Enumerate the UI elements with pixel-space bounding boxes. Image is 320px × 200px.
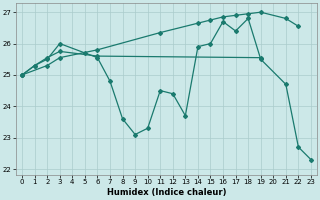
- X-axis label: Humidex (Indice chaleur): Humidex (Indice chaleur): [107, 188, 226, 197]
